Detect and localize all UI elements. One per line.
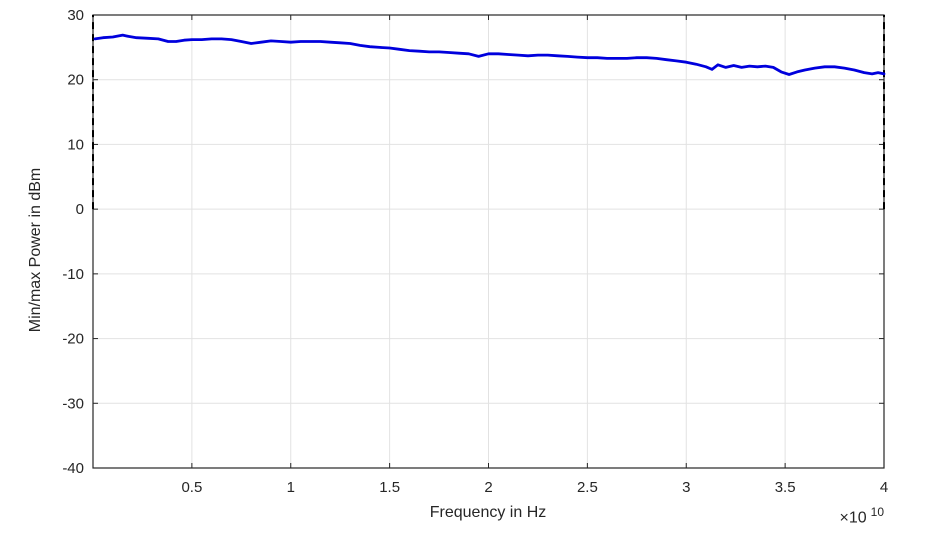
y-tick-label: -40 <box>62 460 84 477</box>
y-tick-label: 30 <box>67 7 84 24</box>
y-tick-label: -20 <box>62 331 84 348</box>
x-tick-label: 2 <box>484 479 492 496</box>
y-tick-label: -10 <box>62 266 84 283</box>
x-axis-label: Frequency in Hz <box>429 504 547 521</box>
y-tick-label: 20 <box>67 72 84 89</box>
multiplier-base: ×10 <box>839 509 867 527</box>
y-tick-label: 10 <box>67 136 84 153</box>
x-tick-label: 4 <box>880 479 888 496</box>
x-tick-label: 3.5 <box>775 479 796 496</box>
x-tick-label: 1 <box>287 479 295 496</box>
y-tick-label: -30 <box>62 395 84 412</box>
x-tick-label: 1.5 <box>379 479 400 496</box>
x-tick-label: 3 <box>682 479 690 496</box>
series-minmax-power <box>93 33 886 76</box>
multiplier-exponent: 10 <box>870 505 884 519</box>
x-tick-label: 0.5 <box>181 479 202 496</box>
y-axis-label: Min/max Power in dBm <box>27 167 44 333</box>
y-tick-label: 0 <box>76 201 84 218</box>
x-axis-exponent-label: ×10 10 <box>840 505 885 527</box>
x-tick-label: 2.5 <box>577 479 598 496</box>
